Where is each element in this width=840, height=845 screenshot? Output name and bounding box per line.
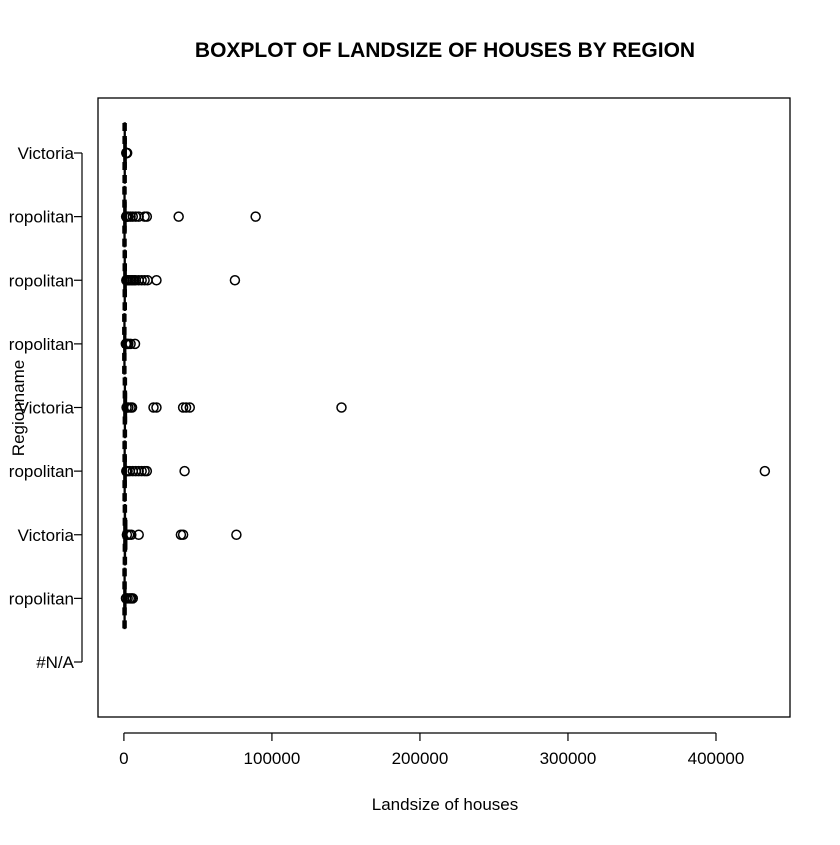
outlier-point — [177, 529, 189, 540]
outlier-point — [129, 338, 141, 350]
x-tick-label: 300000 — [540, 749, 597, 768]
outlier-point — [136, 465, 147, 477]
outlier-point — [121, 147, 133, 159]
y-tick-label: #N/A — [36, 653, 74, 672]
outlier-point — [151, 275, 162, 286]
chart-marks: 0 100000 200000 300000 400000 Victoria ropolit… — [9, 122, 771, 768]
outlier-point — [184, 402, 196, 413]
outlier-point — [229, 275, 241, 286]
outlier-point — [759, 465, 771, 477]
outlier-point — [151, 402, 162, 413]
outlier-point — [141, 465, 153, 477]
outlier-point — [136, 275, 147, 286]
x-tick-label: 200000 — [392, 749, 449, 768]
outlier-point — [133, 465, 144, 477]
outlier-point — [141, 211, 153, 222]
outlier-point — [125, 338, 136, 350]
outlier-point — [126, 529, 137, 540]
outlier-point — [173, 211, 184, 222]
outlier-point — [126, 402, 138, 413]
outlier-point — [250, 211, 261, 222]
y-tick-label: Victoria — [18, 526, 75, 545]
outlier-point — [127, 211, 139, 222]
x-tick-label: 100000 — [244, 749, 301, 768]
y-tick-label: ropolitan — [9, 335, 74, 354]
y-tick-label: ropolitan — [9, 589, 74, 608]
x-tick-label: 400000 — [688, 749, 745, 768]
y-tick-label: ropolitan — [9, 462, 74, 481]
outlier-point — [127, 593, 139, 604]
outlier-point — [133, 529, 144, 540]
outlier-point — [336, 402, 347, 413]
outlier-point — [133, 211, 144, 222]
chart-title: BOXPLOT OF LANDSIZE OF HOUSES BY REGION — [195, 39, 695, 62]
outlier-point — [139, 275, 150, 286]
outlier-point — [179, 465, 190, 477]
x-tick-label: 0 — [119, 749, 128, 768]
outlier-point — [180, 402, 192, 413]
outlier-point — [148, 402, 159, 413]
y-tick-label: Victoria — [18, 144, 75, 163]
y-axis-label: Regionname — [9, 360, 28, 456]
y-tick-label: ropolitan — [9, 208, 74, 227]
plot-frame — [97, 97, 791, 718]
outlier-point — [177, 402, 189, 413]
outlier-point — [231, 529, 242, 540]
y-tick-label: Victoria — [18, 399, 75, 418]
y-tick-label: ropolitan — [9, 271, 74, 290]
x-axis-label: Landsize of houses — [372, 795, 519, 814]
